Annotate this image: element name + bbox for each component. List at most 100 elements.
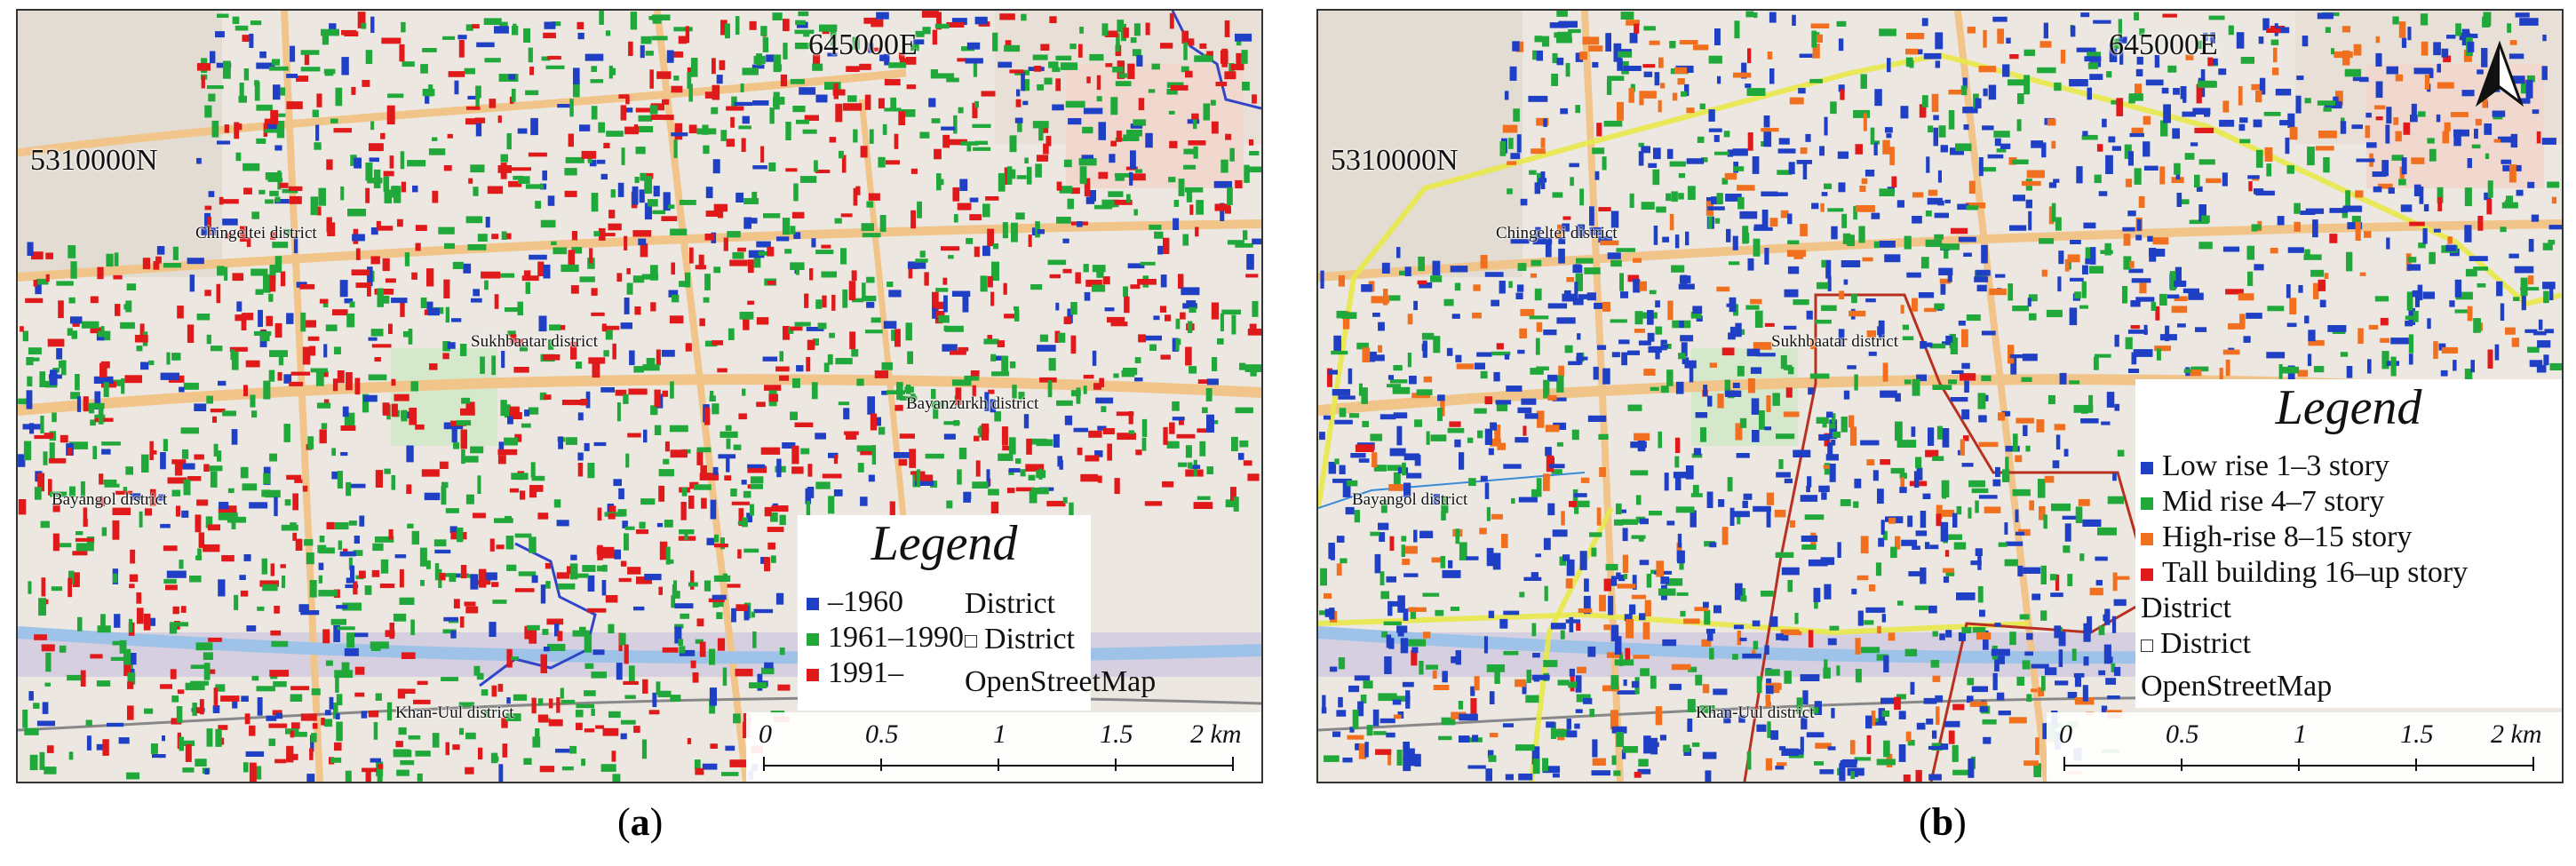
building-footprint [2023,75,2031,95]
building-footprint [240,466,249,479]
building-footprint [302,485,308,492]
building-footprint [1116,411,1134,417]
building-footprint [1739,417,1747,428]
building-footprint [1687,719,1693,732]
building-footprint [1328,543,1335,560]
building-footprint [400,298,405,317]
building-footprint [743,548,759,553]
building-footprint [2037,479,2046,498]
building-footprint [1965,203,1977,208]
building-footprint [537,714,549,723]
building-footprint [1506,385,1523,392]
building-footprint [1403,742,1410,760]
building-footprint [860,146,868,158]
building-footprint [1002,222,1008,239]
building-footprint [1441,496,1449,513]
building-footprint [2262,18,2270,31]
building-footprint [86,735,91,751]
building-footprint [1853,501,1859,508]
building-footprint [1380,499,1387,513]
building-footprint [2386,66,2398,75]
building-footprint [884,53,890,66]
building-footprint [1565,62,1570,77]
building-footprint [410,381,418,392]
building-footprint [725,23,730,39]
building-footprint [770,512,778,522]
building-footprint [608,223,622,231]
building-footprint [1532,653,1540,658]
building-footprint [286,101,303,109]
building-footprint [1687,186,1696,200]
building-footprint [982,245,990,257]
building-footprint [1484,396,1493,405]
building-footprint [1902,324,1909,330]
building-footprint [815,299,823,309]
building-footprint [998,61,1013,68]
building-footprint [424,492,441,501]
building-footprint [597,544,603,560]
building-footprint [1648,163,1658,168]
building-footprint [375,470,383,488]
building-footprint [674,603,694,608]
building-footprint [45,252,53,259]
building-footprint [1943,576,1950,584]
building-footprint [783,326,790,340]
building-footprint [1354,675,1371,681]
building-footprint [2204,112,2210,117]
building-footprint [230,349,235,361]
building-footprint [1631,594,1647,600]
building-footprint [2374,296,2389,302]
building-footprint [846,66,860,72]
building-footprint [353,581,358,595]
building-footprint [1924,307,1937,313]
building-footprint [1850,771,1855,779]
building-footprint [1974,276,1989,282]
building-footprint [1958,236,1976,242]
building-footprint [505,307,521,313]
building-footprint [821,271,837,278]
building-footprint [2083,656,2089,666]
building-footprint [871,19,884,28]
building-footprint [999,13,1015,20]
building-footprint [782,442,796,449]
building-footprint [1006,166,1013,185]
building-footprint [96,680,111,687]
building-footprint [2312,219,2318,238]
building-footprint [1516,284,1524,292]
building-footprint [1787,367,1794,375]
building-footprint [712,84,720,100]
building-footprint [1103,200,1115,208]
building-footprint [2307,147,2315,166]
building-footprint [1089,190,1096,202]
building-footprint [2131,352,2137,365]
building-footprint [2082,685,2088,702]
building-footprint [624,526,635,530]
building-footprint [494,26,509,34]
building-footprint [1419,530,1434,538]
building-footprint [2418,242,2426,249]
building-footprint [717,368,727,373]
building-footprint [674,626,682,644]
building-footprint [481,689,489,696]
building-footprint [1577,333,1581,340]
building-footprint [2375,36,2380,44]
building-footprint [965,58,983,64]
building-footprint [663,458,670,465]
building-footprint [908,267,913,279]
building-footprint [1637,768,1651,775]
legend-district-item: District [965,622,1156,657]
building-footprint [2123,234,2131,246]
building-footprint [546,618,564,625]
building-footprint [1685,231,1690,246]
building-footprint [605,30,611,36]
building-footprint [271,59,280,66]
building-footprint [1614,636,1622,655]
building-footprint [1836,20,1847,27]
building-footprint [548,719,563,727]
building-footprint [860,497,868,506]
building-footprint [2095,556,2108,561]
building-footprint [2441,346,2458,354]
building-footprint [1040,44,1050,51]
building-footprint [1976,269,1991,276]
building-footprint [1159,306,1166,313]
